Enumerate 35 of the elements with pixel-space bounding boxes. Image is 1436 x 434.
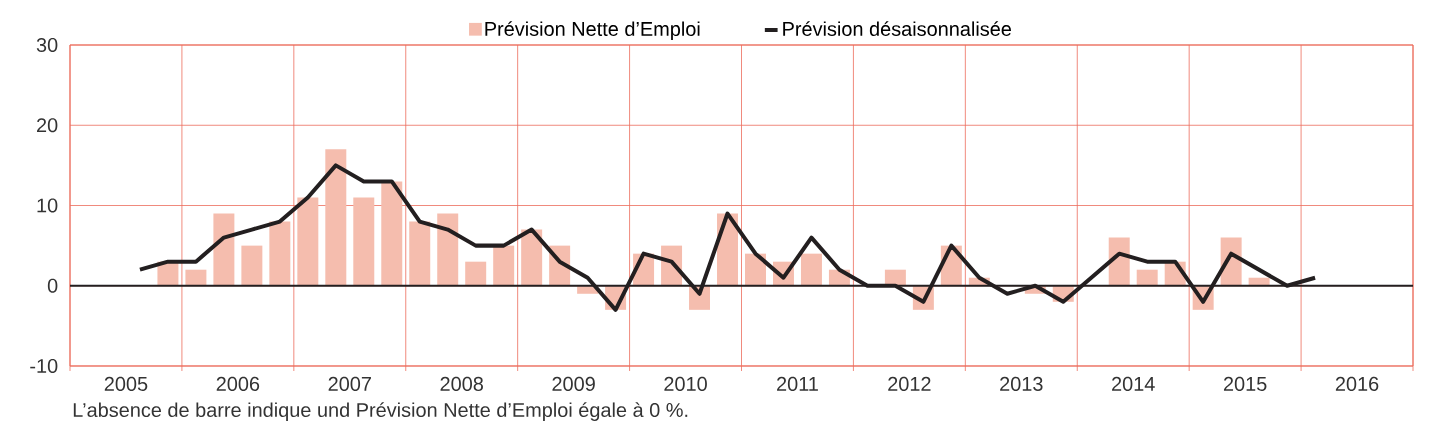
bar — [185, 269, 207, 286]
bar — [884, 269, 906, 286]
y-tick-label: 0 — [47, 278, 58, 293]
x-tick-label: 2012 — [888, 376, 931, 391]
x-tick-label: 2011 — [777, 376, 818, 391]
x-tick-label: 2016 — [1335, 376, 1379, 391]
x-tick-label: 2013 — [1000, 376, 1043, 391]
x-tick-label: 2005 — [104, 376, 148, 391]
x-tick-label: 2006 — [216, 376, 260, 391]
bar — [213, 213, 235, 286]
bar — [1136, 269, 1158, 286]
x-tick-label: 2015 — [1223, 376, 1267, 391]
legend-label: Prévision désaisonnalisée — [783, 21, 1012, 37]
x-tick-label: 2007 — [328, 376, 371, 391]
bar — [437, 213, 459, 286]
x-tick-label: 2009 — [552, 376, 595, 391]
y-tick-label: 10 — [37, 198, 58, 213]
bar — [409, 221, 431, 286]
x-tick-label: 2014 — [1112, 376, 1155, 391]
bar — [297, 197, 319, 286]
y-tick-label: 20 — [37, 118, 58, 133]
bar — [493, 245, 515, 286]
text: L’absence de barre indique und Prévision Nette d’Emploi égale à 0 %. — [73, 402, 688, 422]
y-tick-label: 30 — [36, 37, 58, 53]
bar — [325, 149, 347, 286]
x-tick-label: 2008 — [440, 376, 483, 391]
y-tick-label: -10 — [30, 358, 58, 374]
bar — [465, 261, 487, 286]
bar — [800, 253, 822, 286]
x-tick-label: 2010 — [664, 376, 707, 391]
bar — [381, 181, 403, 286]
bar — [269, 221, 291, 286]
legend-label: Prévision Nette d’Emploi — [485, 21, 700, 40]
bar — [353, 197, 375, 286]
bar — [241, 245, 263, 286]
